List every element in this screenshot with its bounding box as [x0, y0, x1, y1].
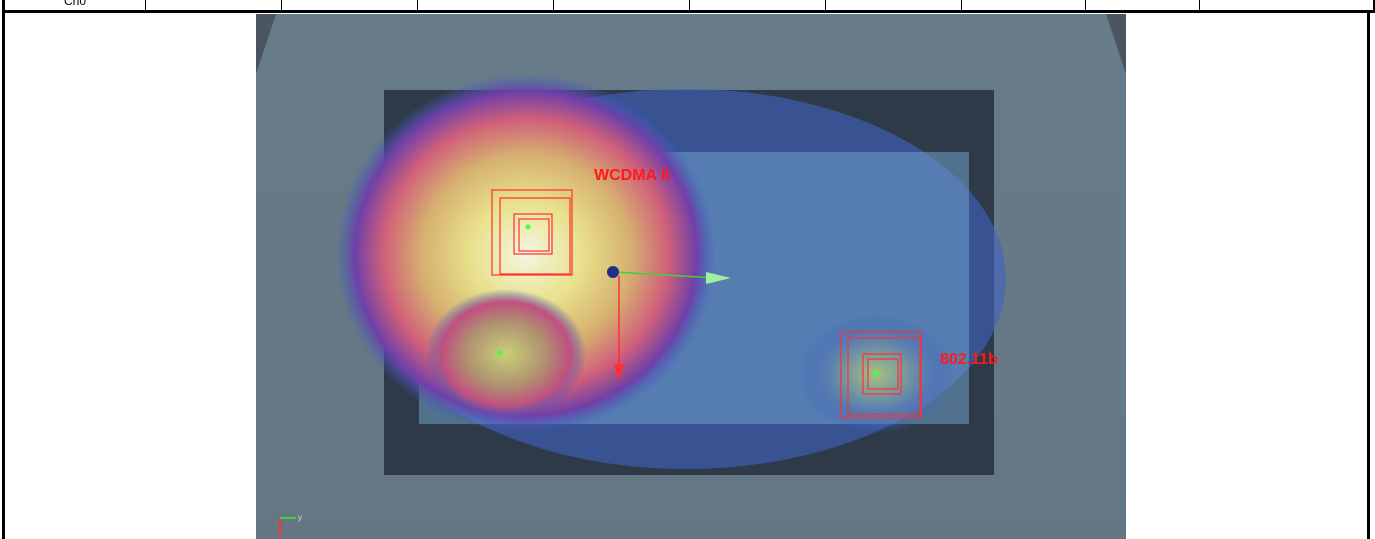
table-cell	[962, 0, 1086, 10]
table-cell	[826, 0, 962, 10]
table-cell: Ch0	[5, 0, 146, 10]
table-row: Ch0	[2, 0, 1375, 13]
figure-frame	[2, 13, 1370, 539]
antenna-label: 802.11b	[940, 351, 998, 368]
table-cell	[1086, 0, 1200, 10]
table-cell	[282, 0, 418, 10]
table-cell	[418, 0, 554, 10]
table-cell	[690, 0, 826, 10]
axis-label: y	[298, 513, 302, 522]
table-cell	[146, 0, 282, 10]
antenna-label: WCDMA II	[594, 167, 670, 184]
table-cell	[554, 0, 690, 10]
sar-image: WCDMA II 802.11b y	[256, 14, 1126, 539]
